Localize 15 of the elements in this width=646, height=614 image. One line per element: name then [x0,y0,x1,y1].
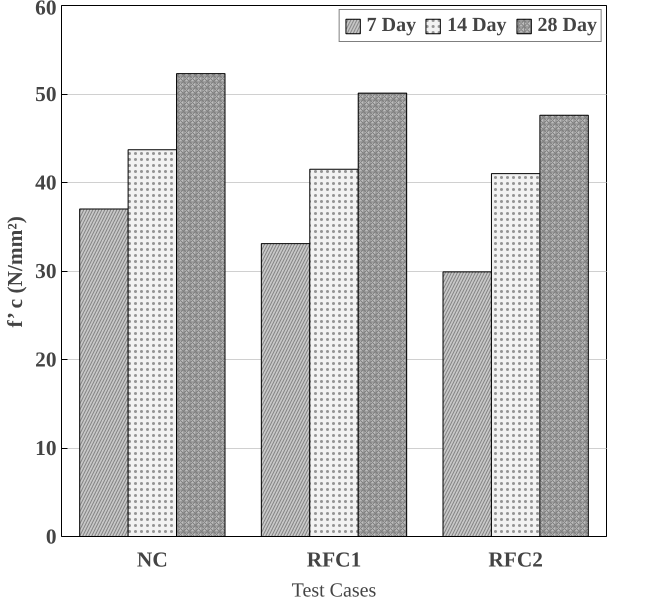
y-axis-title: f’ c (N/mm²) [3,216,28,328]
y-tick-label: 10 [35,436,56,460]
x-tick-label: NC [136,548,168,572]
y-tick-label: 30 [35,259,56,283]
legend-label: 7 Day [366,14,416,37]
y-tick-label: 0 [46,524,57,548]
y-tick-label: 40 [35,170,56,194]
legend-label: 14 Day [447,14,507,37]
x-tick-label: RFC1 [306,548,362,572]
x-axis-title: Test Cases [292,580,377,602]
y-tick-label: 20 [35,348,56,372]
y-tick-label: 60 [35,0,56,20]
y-tick-label: 50 [35,82,56,106]
legend-label: 28 Day [538,14,597,37]
x-tick-label: RFC2 [488,548,543,572]
